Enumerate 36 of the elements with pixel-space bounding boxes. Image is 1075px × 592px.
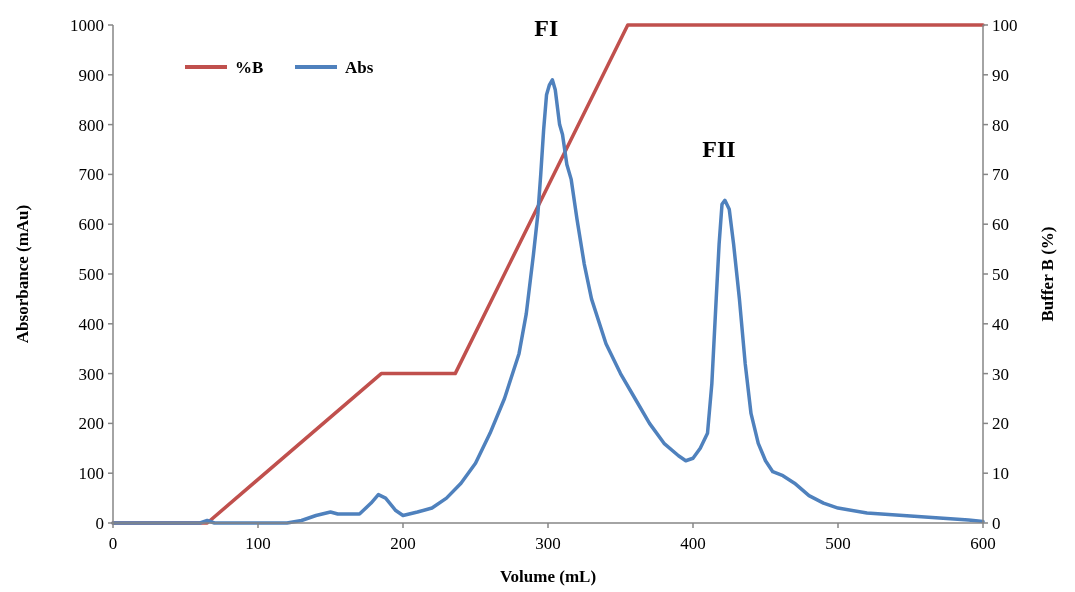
x-tick-label: 500 [825, 534, 851, 553]
y2-tick-label: 100 [992, 15, 1018, 35]
y2-tick-label: 90 [992, 65, 1009, 85]
y2-tick-label: 0 [992, 513, 1001, 533]
y2-tick-label: 20 [992, 414, 1009, 434]
y2-tick-label: 60 [992, 215, 1009, 235]
y2-tick-label: 30 [992, 364, 1009, 384]
x-tick-label: 200 [390, 534, 416, 553]
x-tick-label: 300 [535, 534, 561, 553]
annotation: FI [534, 15, 559, 42]
y-tick-label: 800 [78, 115, 104, 135]
x-tick-label: 600 [970, 534, 996, 553]
y2-tick-label: 10 [992, 464, 1009, 484]
y-tick-label: 400 [78, 314, 104, 334]
legend-label: %B [235, 57, 264, 77]
y-tick-label: 500 [78, 264, 104, 284]
y2-tick-label: 70 [992, 165, 1009, 185]
y-tick-label: 600 [78, 215, 104, 235]
y2-tick-label: 80 [992, 115, 1009, 135]
legend-label: Abs [345, 57, 374, 77]
y2-tick-label: 50 [992, 264, 1009, 284]
y-tick-label: 700 [78, 165, 104, 185]
x-tick-label: 0 [108, 534, 118, 553]
y-tick-label: 300 [78, 364, 104, 384]
y2-axis-title: Buffer B (%) [1038, 226, 1057, 322]
x-axis-title: Volume (mL) [499, 567, 597, 586]
y-tick-label: 200 [78, 414, 104, 434]
y-axis-title: Absorbance (mAu) [13, 204, 32, 344]
x-tick-label: 400 [680, 534, 706, 553]
annotation: FII [702, 135, 736, 162]
y-tick-label: 0 [95, 513, 104, 533]
y-tick-label: 900 [78, 65, 104, 85]
y2-tick-label: 40 [992, 314, 1009, 334]
y-tick-label: 1000 [70, 15, 104, 35]
x-tick-label: 100 [245, 534, 271, 553]
y-tick-label: 100 [78, 464, 104, 484]
